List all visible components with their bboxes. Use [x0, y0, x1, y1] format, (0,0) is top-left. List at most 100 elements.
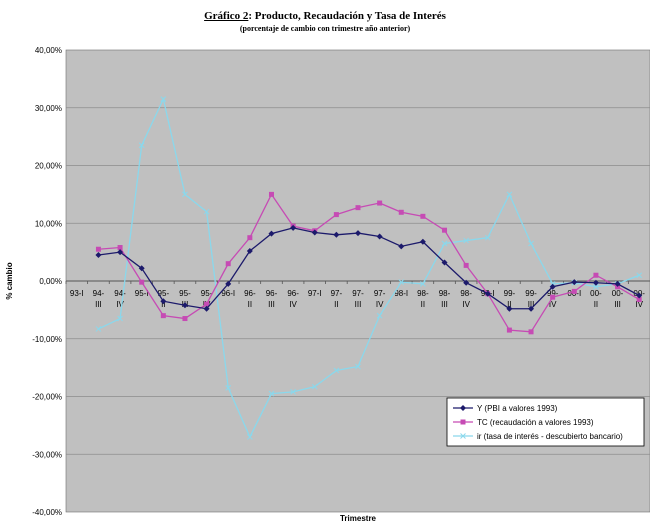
series-line — [98, 193, 640, 333]
diamond-marker — [355, 230, 361, 237]
diamond-marker — [484, 290, 491, 297]
series-line — [98, 227, 640, 310]
x-tick-label: 96- — [266, 289, 278, 298]
diamond-marker — [506, 305, 513, 312]
diamond-marker — [268, 230, 275, 237]
square-marker — [420, 213, 426, 219]
diamond-marker — [138, 265, 145, 272]
x-marker — [636, 272, 643, 279]
x-tick-label: 99- — [547, 289, 559, 298]
square-marker — [528, 329, 534, 335]
square-marker — [225, 261, 231, 267]
diamond-marker — [398, 243, 405, 250]
square-marker — [204, 301, 210, 307]
y-tick-label: 40,00% — [35, 46, 62, 55]
x-tick-label: 00- — [612, 289, 624, 298]
x-marker — [182, 191, 188, 198]
diamond-marker — [203, 305, 210, 312]
gridlines — [65, 107, 650, 455]
diamond-marker — [419, 238, 426, 245]
x-tick-label: 98- — [460, 289, 472, 298]
x-tick-label: 98-I — [394, 289, 408, 298]
square-marker — [636, 296, 642, 302]
x-tick-label: 96- — [287, 289, 299, 298]
chart-title-prefix: Gráfico 2 — [204, 10, 249, 22]
y-tick-label: 0,00% — [39, 277, 62, 286]
x-tick-label: 97-I — [308, 289, 322, 298]
series-lines — [95, 96, 643, 440]
legend: Y (PBI a valores 1993) TC (recaudación a … — [446, 397, 645, 447]
x-marker — [528, 240, 534, 247]
series-0 — [95, 224, 643, 312]
y-tick-label: -30,00% — [32, 450, 62, 459]
x-tick-label: 99- — [504, 289, 516, 298]
x-tick-label: II — [161, 300, 165, 309]
diamond-marker — [311, 229, 318, 236]
x-tick-label: 93-I — [70, 289, 84, 298]
square-marker — [95, 246, 101, 252]
square-marker — [377, 200, 383, 206]
x-tick-label: III — [441, 300, 448, 309]
x-tick-label: 94- — [114, 289, 126, 298]
diamond-marker — [571, 279, 578, 286]
x-tick-label: IV — [635, 300, 643, 309]
x-tick-label: 00- — [590, 289, 602, 298]
x-marker — [225, 384, 232, 391]
x-tick-label: II — [507, 300, 511, 309]
diamond-marker — [290, 224, 297, 231]
x-marker — [203, 208, 210, 215]
y-tick-labels: 40,00% 30,00% 20,00% 10,00% 0,00% -10,00% -20,… — [32, 46, 62, 517]
y-tick-label: 30,00% — [35, 104, 62, 113]
x-tick-label: 96-I — [221, 289, 235, 298]
square-marker — [460, 419, 466, 425]
x-marker — [268, 390, 275, 397]
x-tick-label: II — [334, 300, 338, 309]
x-marker — [398, 279, 405, 286]
x-marker — [376, 312, 383, 319]
series-2 — [95, 96, 643, 440]
x-tick-label: II — [248, 300, 252, 309]
diamond-marker — [95, 252, 102, 259]
diamond-marker — [528, 305, 535, 312]
chart-subtitle: (porcentaje de cambio con trimestre año … — [239, 24, 411, 33]
x-tick-label: II — [594, 300, 598, 309]
x-marker — [290, 389, 296, 395]
diamond-marker — [614, 280, 621, 287]
x-marker — [420, 281, 426, 287]
x-tick-label: IV — [116, 300, 124, 309]
x-tick-label: 98- — [417, 289, 429, 298]
y-tick-label: -10,00% — [32, 335, 62, 344]
y-tick-label: 20,00% — [35, 162, 62, 171]
x-tick-label: III — [355, 300, 362, 309]
square-marker — [593, 272, 599, 278]
y-tick-label: -40,00% — [32, 508, 62, 517]
x-marker — [484, 234, 491, 241]
x-tick-label: IV — [376, 300, 384, 309]
x-marker — [463, 237, 470, 244]
diamond-marker — [333, 231, 340, 238]
diamond-marker — [117, 249, 124, 256]
diamond-marker — [441, 259, 448, 266]
diamond-marker — [592, 279, 599, 286]
x-tick-label: 95- — [158, 289, 170, 298]
x-marker — [355, 363, 361, 370]
x-marker — [311, 383, 318, 390]
x-tick-label: 95- — [201, 289, 213, 298]
x-marker — [160, 96, 167, 102]
x-tick-label: II — [421, 300, 425, 309]
legend-entry: Y (PBI a valores 1993) — [477, 404, 558, 413]
y-tick-label: 10,00% — [35, 219, 62, 228]
y-tick-label: -20,00% — [32, 393, 62, 402]
chart-title: Gráfico 2: Producto, Recaudación y Tasa … — [0, 10, 650, 22]
x-tick-label: 95-I — [135, 289, 149, 298]
diamond-marker — [160, 298, 167, 305]
square-marker — [506, 327, 512, 333]
square-marker — [333, 212, 339, 218]
square-marker — [160, 313, 166, 319]
diamond-marker — [181, 302, 188, 309]
x-tick-label: 97- — [374, 289, 386, 298]
square-marker — [247, 235, 253, 241]
x-marker — [246, 434, 253, 440]
x-marker — [117, 315, 123, 322]
legend-entry: ir (tasa de interés - descubierto bancar… — [477, 432, 623, 441]
